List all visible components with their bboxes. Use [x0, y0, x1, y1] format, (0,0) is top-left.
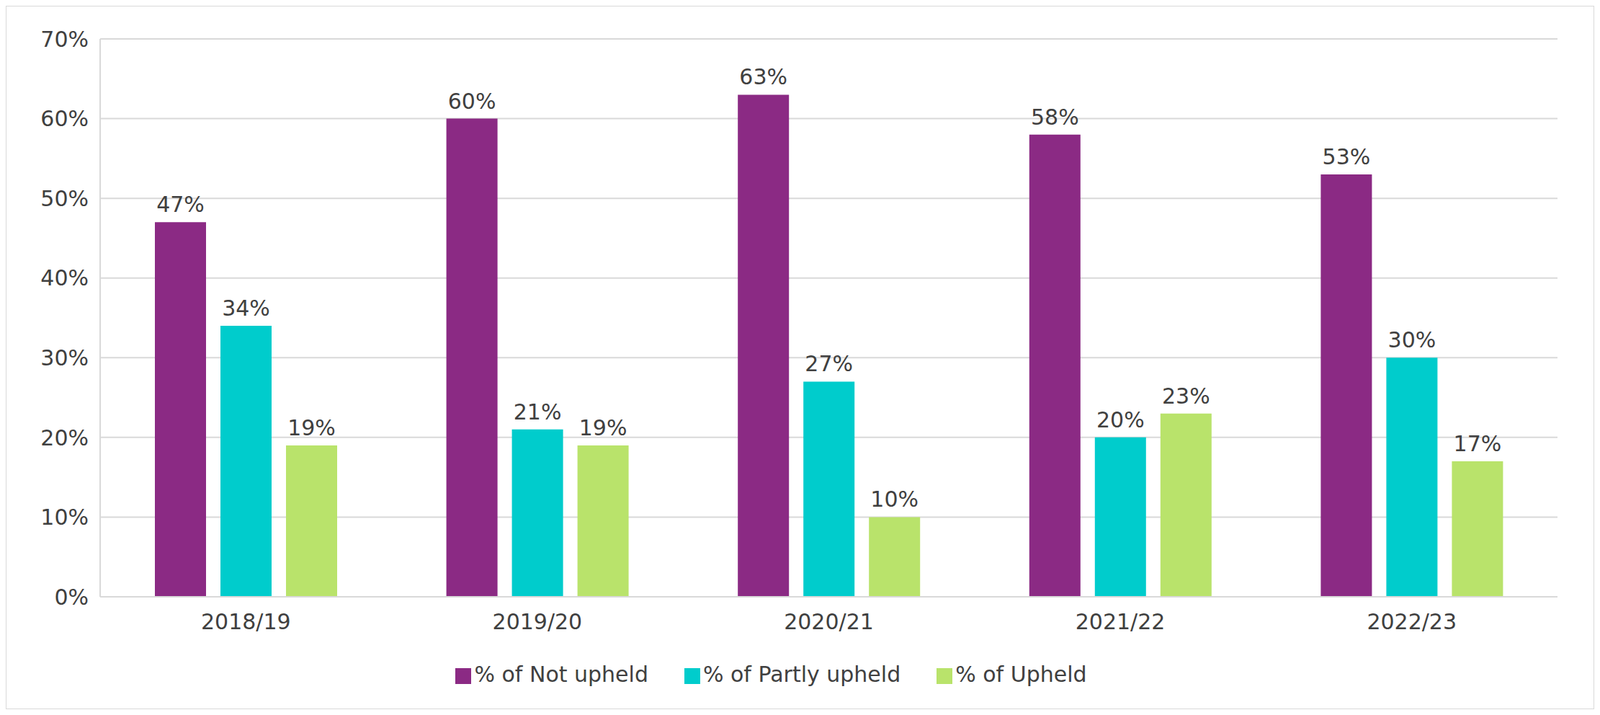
svg-text:10%: 10%	[40, 504, 89, 530]
svg-text:60%: 60%	[448, 88, 497, 114]
html-text:% of Not upheld: % of Not upheld	[474, 661, 649, 687]
svg-text:23%: 23%	[1161, 383, 1211, 409]
svg-text:30%: 30%	[1388, 327, 1437, 353]
svg-text:63%: 63%	[739, 64, 788, 90]
svg-text:21%: 21%	[513, 399, 562, 425]
svg-text:17%: 17%	[1453, 430, 1503, 457]
svg-text:19%: 19%	[579, 414, 628, 441]
svg-text:53%: 53%	[1322, 144, 1371, 170]
svg-text:58%: 58%	[1030, 104, 1080, 130]
svg-text:10%: 10%	[870, 486, 919, 512]
svg-text:40%: 40%	[40, 265, 89, 291]
svg-text:19%: 19%	[287, 414, 336, 441]
svg-text:50%: 50%	[40, 185, 89, 212]
html-text:% of Upheld: % of Upheld	[955, 661, 1087, 687]
svg-text:60%: 60%	[40, 105, 89, 132]
svg-text:2018/19: 2018/19	[200, 608, 292, 634]
svg-text:30%: 30%	[40, 345, 89, 371]
svg-text:70%: 70%	[40, 26, 89, 52]
svg-text:34%: 34%	[221, 295, 271, 321]
svg-text:27%: 27%	[804, 350, 853, 377]
svg-text:2020/21: 2020/21	[783, 608, 874, 634]
svg-text:0%: 0%	[54, 584, 89, 610]
svg-text:2019/20: 2019/20	[492, 608, 583, 634]
html-text:% of Partly upheld: % of Partly upheld	[703, 661, 901, 687]
svg-text:20%: 20%	[1096, 407, 1145, 433]
svg-text:2022/23: 2022/23	[1366, 608, 1457, 634]
svg-text:47%: 47%	[156, 191, 205, 217]
svg-text:20%: 20%	[40, 425, 89, 451]
svg-text:2021/22: 2021/22	[1075, 608, 1166, 634]
